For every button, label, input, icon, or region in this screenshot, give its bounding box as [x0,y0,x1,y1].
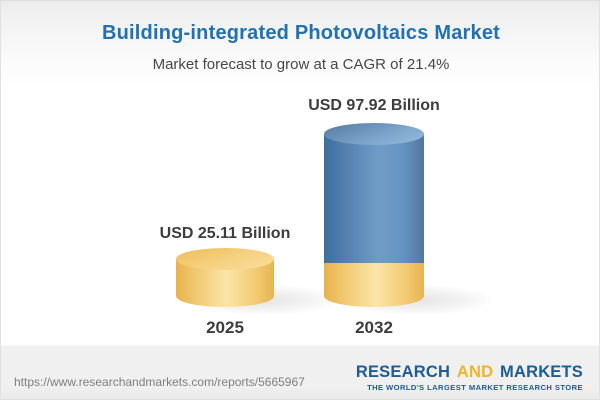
logo-word-and: AND [456,363,494,381]
research-and-markets-logo: RESEARCH AND MARKETS THE WORLD'S LARGEST… [356,363,583,392]
cylinder-body-blue-2032 [324,134,424,263]
logo-tagline: THE WORLD'S LARGEST MARKET RESEARCH STOR… [367,383,583,392]
cylinder-base-yellow-2032 [324,263,424,307]
logo-word-research: RESEARCH [355,363,451,381]
logo-word-markets: MARKETS [500,363,583,381]
cylinder-top-2032 [324,123,424,145]
value-label-2032: USD 97.92 Billion [308,97,440,114]
chart-subtitle: Market forecast to grow at a CAGR of 21.… [152,56,450,73]
value-label-2025: USD 25.11 Billion [159,225,291,242]
report-url: https://www.researchandmarkets.com/repor… [14,375,305,389]
cylinder-top-2025 [176,248,274,270]
year-label-2025: 2025 [206,318,244,337]
logo-wordmark: RESEARCH AND MARKETS [356,363,583,382]
chart-title: Building-integrated Photovoltaics Market [101,22,501,44]
year-label-2032: 2032 [355,318,393,337]
